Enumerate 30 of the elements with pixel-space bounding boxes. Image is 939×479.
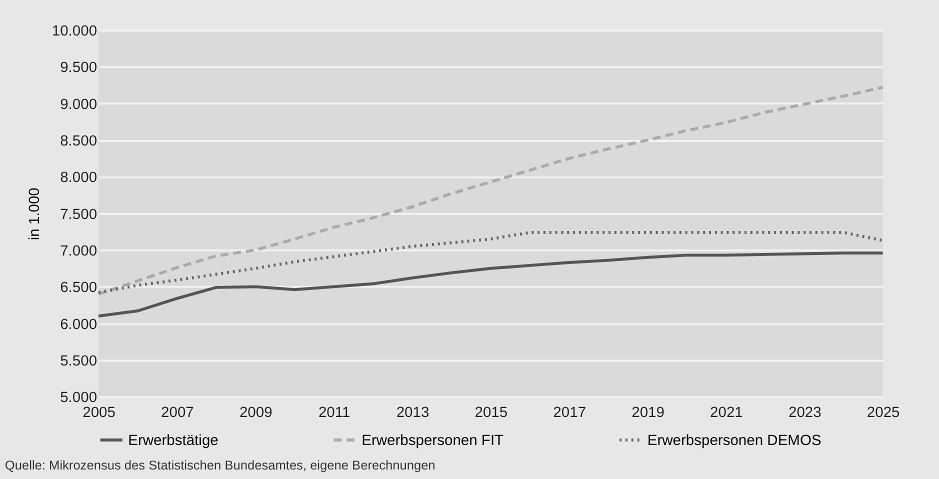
x-tick-label: 2009 (239, 404, 272, 421)
x-tick-label: 2013 (396, 404, 430, 421)
x-tick-label: 2023 (788, 404, 822, 421)
y-tick-label: 9.000 (60, 96, 98, 113)
y-tick-label: 6.500 (60, 280, 98, 296)
y-tick-label: 10.000 (52, 24, 98, 40)
x-tick-label: 2011 (318, 404, 350, 421)
y-tick-label: 7.500 (60, 206, 98, 223)
y-tick-label: 9.500 (60, 60, 98, 76)
x-tick-label: 2025 (866, 404, 900, 421)
y-tick-label: 5.500 (60, 353, 98, 370)
y-tick-label: 5.000 (60, 390, 98, 406)
line-series (97, 252, 884, 318)
x-tick-label: 2017 (553, 404, 586, 421)
x-tick-label: 2015 (474, 404, 508, 421)
x-tick-label: 2007 (161, 404, 194, 421)
y-tick-label: 7.000 (60, 243, 98, 260)
y-tick-label: 6.000 (60, 316, 98, 333)
x-tick-label: 2019 (632, 404, 664, 421)
source-note: Quelle: Mikrozensus des Statistischen Bundesamtes, eigene Berechnungen (4, 458, 436, 473)
x-tick-label: 2021 (710, 404, 743, 421)
y-tick-label: 8.500 (60, 134, 98, 150)
legend-label: Erwerbstätige (128, 432, 218, 449)
line-series (97, 230, 884, 294)
line-series (97, 86, 884, 296)
x-tick-label: 2005 (82, 404, 116, 421)
legend-label: Erwerbspersonen FIT (362, 432, 504, 449)
y-tick-label: 8.000 (60, 170, 98, 186)
legend-label: Erwerbspersonen DEMOS (647, 432, 822, 449)
y-axis-title: in 1.000 (27, 188, 44, 240)
